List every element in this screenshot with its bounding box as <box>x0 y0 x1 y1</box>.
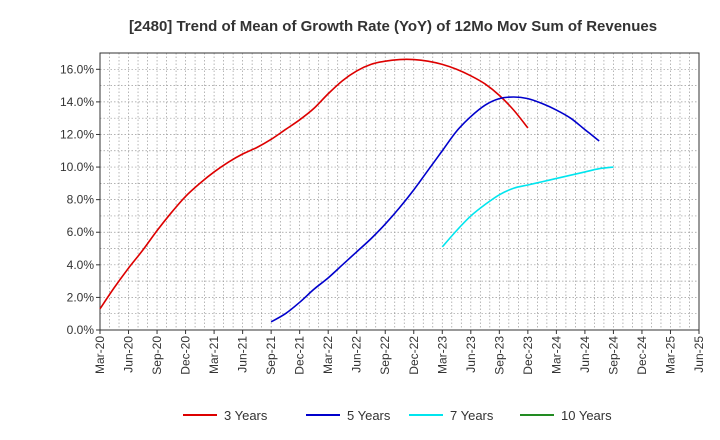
x-tick-label: Jun-24 <box>578 336 592 373</box>
x-tick-label: Jun-23 <box>464 336 478 373</box>
y-tick-label: 2.0% <box>67 290 95 304</box>
y-tick-label: 4.0% <box>67 258 95 272</box>
series-line-3-years <box>99 58 529 310</box>
plot-frame <box>99 52 700 331</box>
x-tick-label: Sep-20 <box>150 336 164 375</box>
series-line-5-years <box>270 96 600 323</box>
y-tick-label: 8.0% <box>67 193 95 207</box>
x-tick-label: Mar-23 <box>435 336 449 374</box>
legend-label-7-years: 7 Years <box>450 408 494 423</box>
series-layer <box>99 58 614 323</box>
y-tick-label: 0.0% <box>67 323 95 337</box>
y-tick-label: 10.0% <box>60 160 94 174</box>
x-tick-label: Dec-24 <box>635 336 649 375</box>
legend: 3 Years 5 Years 7 Years 10 Years <box>183 408 612 423</box>
x-tick-label: Jun-21 <box>236 336 250 373</box>
x-tick-label: Dec-23 <box>521 336 535 375</box>
grid-lines <box>99 52 700 331</box>
x-tick-label: Jun-22 <box>350 336 364 373</box>
x-tick-label: Mar-25 <box>663 336 677 374</box>
series-line-7-years <box>441 166 614 248</box>
x-tick-label: Mar-20 <box>93 336 107 374</box>
x-tick-label: Mar-22 <box>321 336 335 374</box>
plot-area <box>100 53 699 330</box>
x-tick-label: Mar-24 <box>549 336 563 374</box>
x-tick-label: Sep-21 <box>264 336 278 375</box>
axes: 0.0% 2.0% 4.0% 6.0% 8.0% 10.0% 12.0% 14.0% 16.0%… <box>60 52 706 375</box>
x-tick-label: Sep-23 <box>492 336 506 375</box>
x-tick-label: Dec-22 <box>407 336 421 375</box>
x-tick-label: Mar-21 <box>207 336 221 374</box>
legend-label-10-years: 10 Years <box>561 408 612 423</box>
legend-label-5-years: 5 Years <box>347 408 391 423</box>
x-tick-label: Sep-24 <box>606 336 620 375</box>
y-tick-label: 12.0% <box>60 127 94 141</box>
x-tick-label: Sep-22 <box>378 336 392 375</box>
y-tick-label: 16.0% <box>60 62 94 76</box>
x-tick-label: Dec-20 <box>179 336 193 375</box>
x-tick-label: Jun-20 <box>122 336 136 373</box>
y-tick-label: 6.0% <box>67 225 95 239</box>
x-tick-label: Jun-25 <box>692 336 706 373</box>
x-tick-label: Dec-21 <box>293 336 307 375</box>
y-tick-label: 14.0% <box>60 95 94 109</box>
chart-title: [2480] Trend of Mean of Growth Rate (YoY… <box>129 18 657 35</box>
legend-label-3-years: 3 Years <box>224 408 268 423</box>
